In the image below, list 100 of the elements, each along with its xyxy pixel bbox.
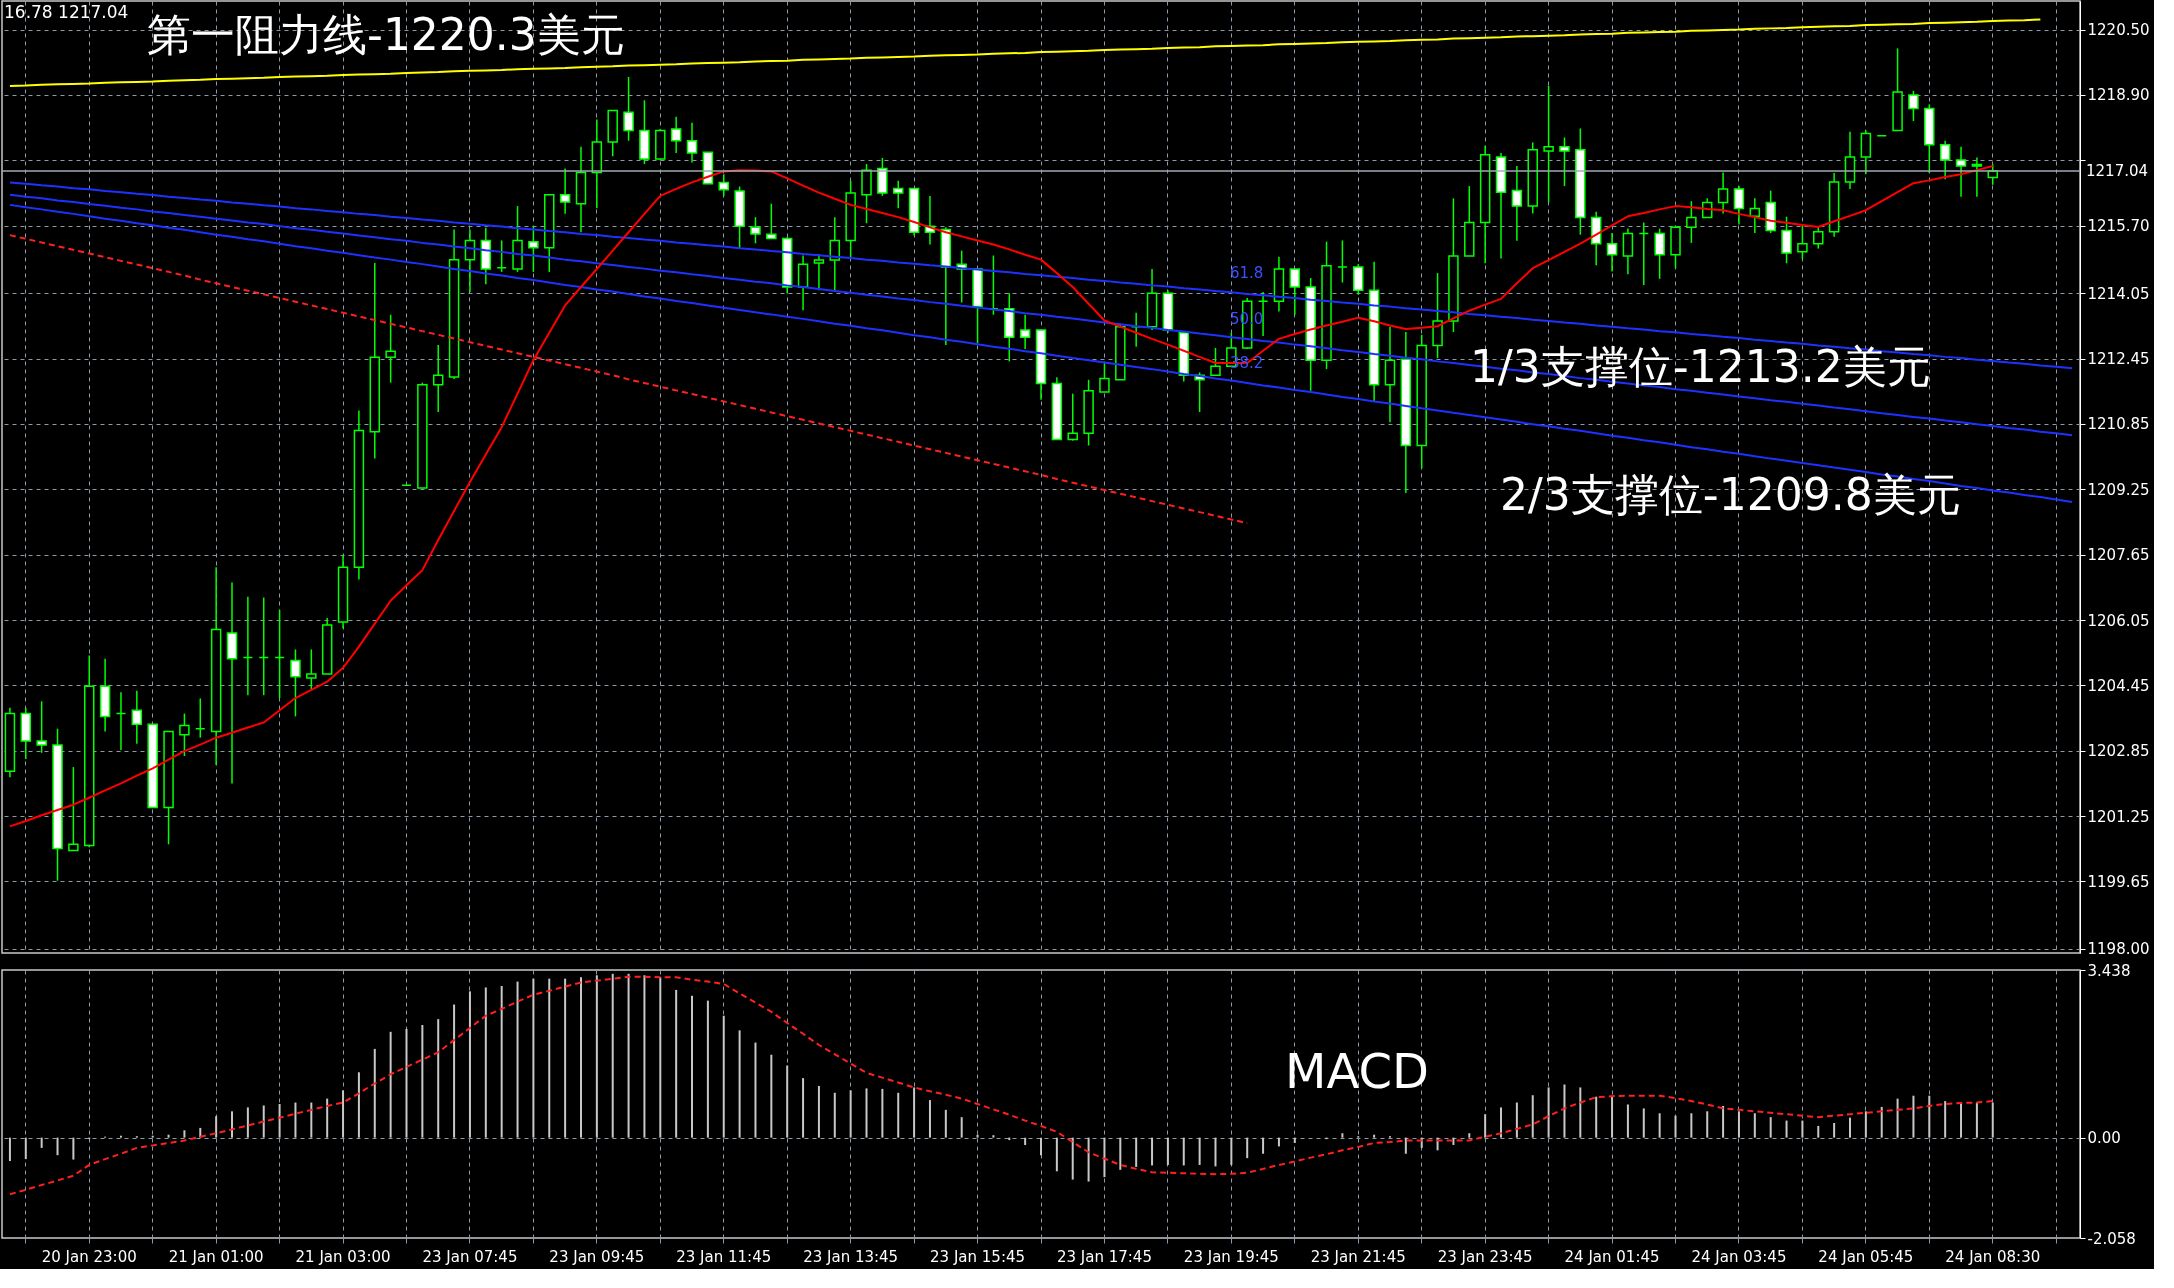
- bar: [564, 978, 567, 1138]
- bar: [960, 1117, 963, 1138]
- bar: [373, 1048, 376, 1138]
- candlestick: [1067, 392, 1078, 442]
- bar: [1182, 1137, 1185, 1166]
- x-tick-label: 23 Jan 07:45: [422, 1247, 518, 1266]
- candlestick: [797, 254, 809, 312]
- bar: [1071, 1137, 1074, 1180]
- bar: [8, 1137, 11, 1162]
- x-tick-label: 23 Jan 19:45: [1183, 1247, 1279, 1266]
- bar: [72, 1137, 75, 1160]
- bar: [1500, 1107, 1503, 1138]
- bar: [1484, 1114, 1487, 1138]
- x-tick-label: 23 Jan 23:45: [1437, 1247, 1533, 1266]
- line-series: [8, 193, 2074, 437]
- bar: [976, 1134, 979, 1138]
- bar: [817, 1085, 820, 1138]
- bar: [1024, 1137, 1027, 1145]
- candlestick: [36, 700, 47, 754]
- candlestick: [1654, 227, 1665, 280]
- candlestick: [559, 167, 571, 215]
- bar: [1246, 1137, 1249, 1159]
- bar: [1563, 1084, 1566, 1138]
- y-tick-label: 1201.25: [2087, 807, 2150, 826]
- candlestick: [670, 115, 682, 154]
- x-tick-label: 24 Jan 01:45: [1564, 1247, 1660, 1266]
- bar: [1087, 1137, 1090, 1182]
- x-tick-label: 21 Jan 01:00: [168, 1247, 264, 1266]
- y-tick-label: 1220.50: [2087, 21, 2150, 40]
- candlestick: [1717, 171, 1729, 215]
- bar: [1737, 1111, 1740, 1138]
- x-tick-label: 23 Jan 09:45: [549, 1247, 645, 1266]
- y-tick-label: 0.00: [2087, 1129, 2121, 1148]
- bar: [215, 1116, 218, 1138]
- bar: [199, 1127, 202, 1138]
- bar: [246, 1107, 249, 1138]
- x-tick-label: 23 Jan 13:45: [803, 1247, 899, 1266]
- annotation: 第一阻力线-1220.3美元: [147, 9, 625, 60]
- bar: [421, 1025, 424, 1138]
- bar: [802, 1078, 805, 1138]
- y-tick-label: 3.438: [2087, 961, 2131, 980]
- y-tick-label: 1199.65: [2087, 873, 2150, 891]
- y-tick-label: 1212.45: [2087, 350, 2150, 369]
- y-tick-label: 1202.85: [2087, 742, 2150, 761]
- bar: [1262, 1137, 1265, 1154]
- bar: [1531, 1095, 1534, 1138]
- annotation: MACD: [1285, 1043, 1429, 1099]
- y-tick-label: 1218.90: [2087, 86, 2150, 105]
- ref-line-label: 1217.04: [2086, 161, 2149, 180]
- bar: [310, 1102, 313, 1138]
- bar: [342, 1090, 345, 1138]
- candlestick: [131, 689, 143, 745]
- bar: [548, 978, 551, 1138]
- x-tick-label: 21 Jan 03:00: [295, 1247, 391, 1266]
- candlestick: [1559, 136, 1570, 187]
- bar: [1975, 1102, 1978, 1138]
- bar: [1642, 1108, 1645, 1138]
- candlestick: [385, 314, 396, 384]
- bar: [1611, 1096, 1614, 1138]
- candlestick: [306, 648, 317, 690]
- bar: [1880, 1106, 1883, 1138]
- bar: [183, 1130, 186, 1138]
- bar: [849, 1090, 852, 1138]
- bar: [611, 973, 614, 1138]
- bar: [357, 1072, 360, 1138]
- y-tick-label: 1209.25: [2087, 480, 2150, 499]
- candlestick: [1797, 224, 1808, 260]
- x-tick-label: 24 Jan 05:45: [1818, 1247, 1914, 1266]
- bar: [881, 1088, 884, 1138]
- bar: [1166, 1137, 1169, 1165]
- candlestick: [290, 648, 301, 718]
- bar: [1135, 1137, 1138, 1167]
- bar: [770, 1054, 773, 1138]
- annotation: 61.8: [1230, 264, 1264, 282]
- bar: [24, 1137, 27, 1160]
- bar: [1674, 1115, 1677, 1138]
- x-tick-label: 23 Jan 17:45: [1056, 1247, 1152, 1266]
- candlestick: [1955, 146, 1967, 198]
- bar: [1817, 1125, 1820, 1138]
- bar: [1293, 1137, 1296, 1144]
- candlestick: [1622, 227, 1634, 276]
- bar: [1912, 1095, 1915, 1138]
- candlestick: [1813, 226, 1824, 250]
- bar: [453, 1004, 456, 1138]
- bar: [1928, 1095, 1931, 1138]
- bar: [659, 977, 662, 1138]
- bar: [1864, 1111, 1867, 1138]
- bar: [1515, 1102, 1518, 1138]
- bar: [1404, 1137, 1407, 1154]
- bar: [1722, 1105, 1725, 1138]
- x-tick-label: 20 Jan 23:00: [41, 1247, 137, 1266]
- bar: [1896, 1098, 1899, 1138]
- bar: [1198, 1137, 1201, 1165]
- y-tick-label: -2.058: [2087, 1229, 2136, 1248]
- line-series: [8, 165, 1994, 828]
- bar: [484, 987, 487, 1138]
- candlestick: [1939, 139, 1951, 180]
- bar: [167, 1134, 170, 1138]
- bar: [1690, 1113, 1693, 1138]
- bar: [1103, 1137, 1106, 1178]
